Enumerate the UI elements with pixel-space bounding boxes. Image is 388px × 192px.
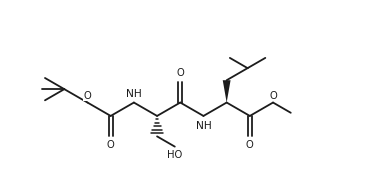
Text: HO: HO bbox=[167, 150, 182, 161]
Text: NH: NH bbox=[126, 89, 142, 99]
Text: O: O bbox=[269, 91, 277, 101]
Polygon shape bbox=[223, 80, 230, 103]
Text: O: O bbox=[84, 91, 92, 101]
Text: O: O bbox=[107, 140, 114, 150]
Text: NH: NH bbox=[196, 121, 211, 131]
Text: O: O bbox=[246, 140, 254, 150]
Text: O: O bbox=[177, 68, 184, 78]
